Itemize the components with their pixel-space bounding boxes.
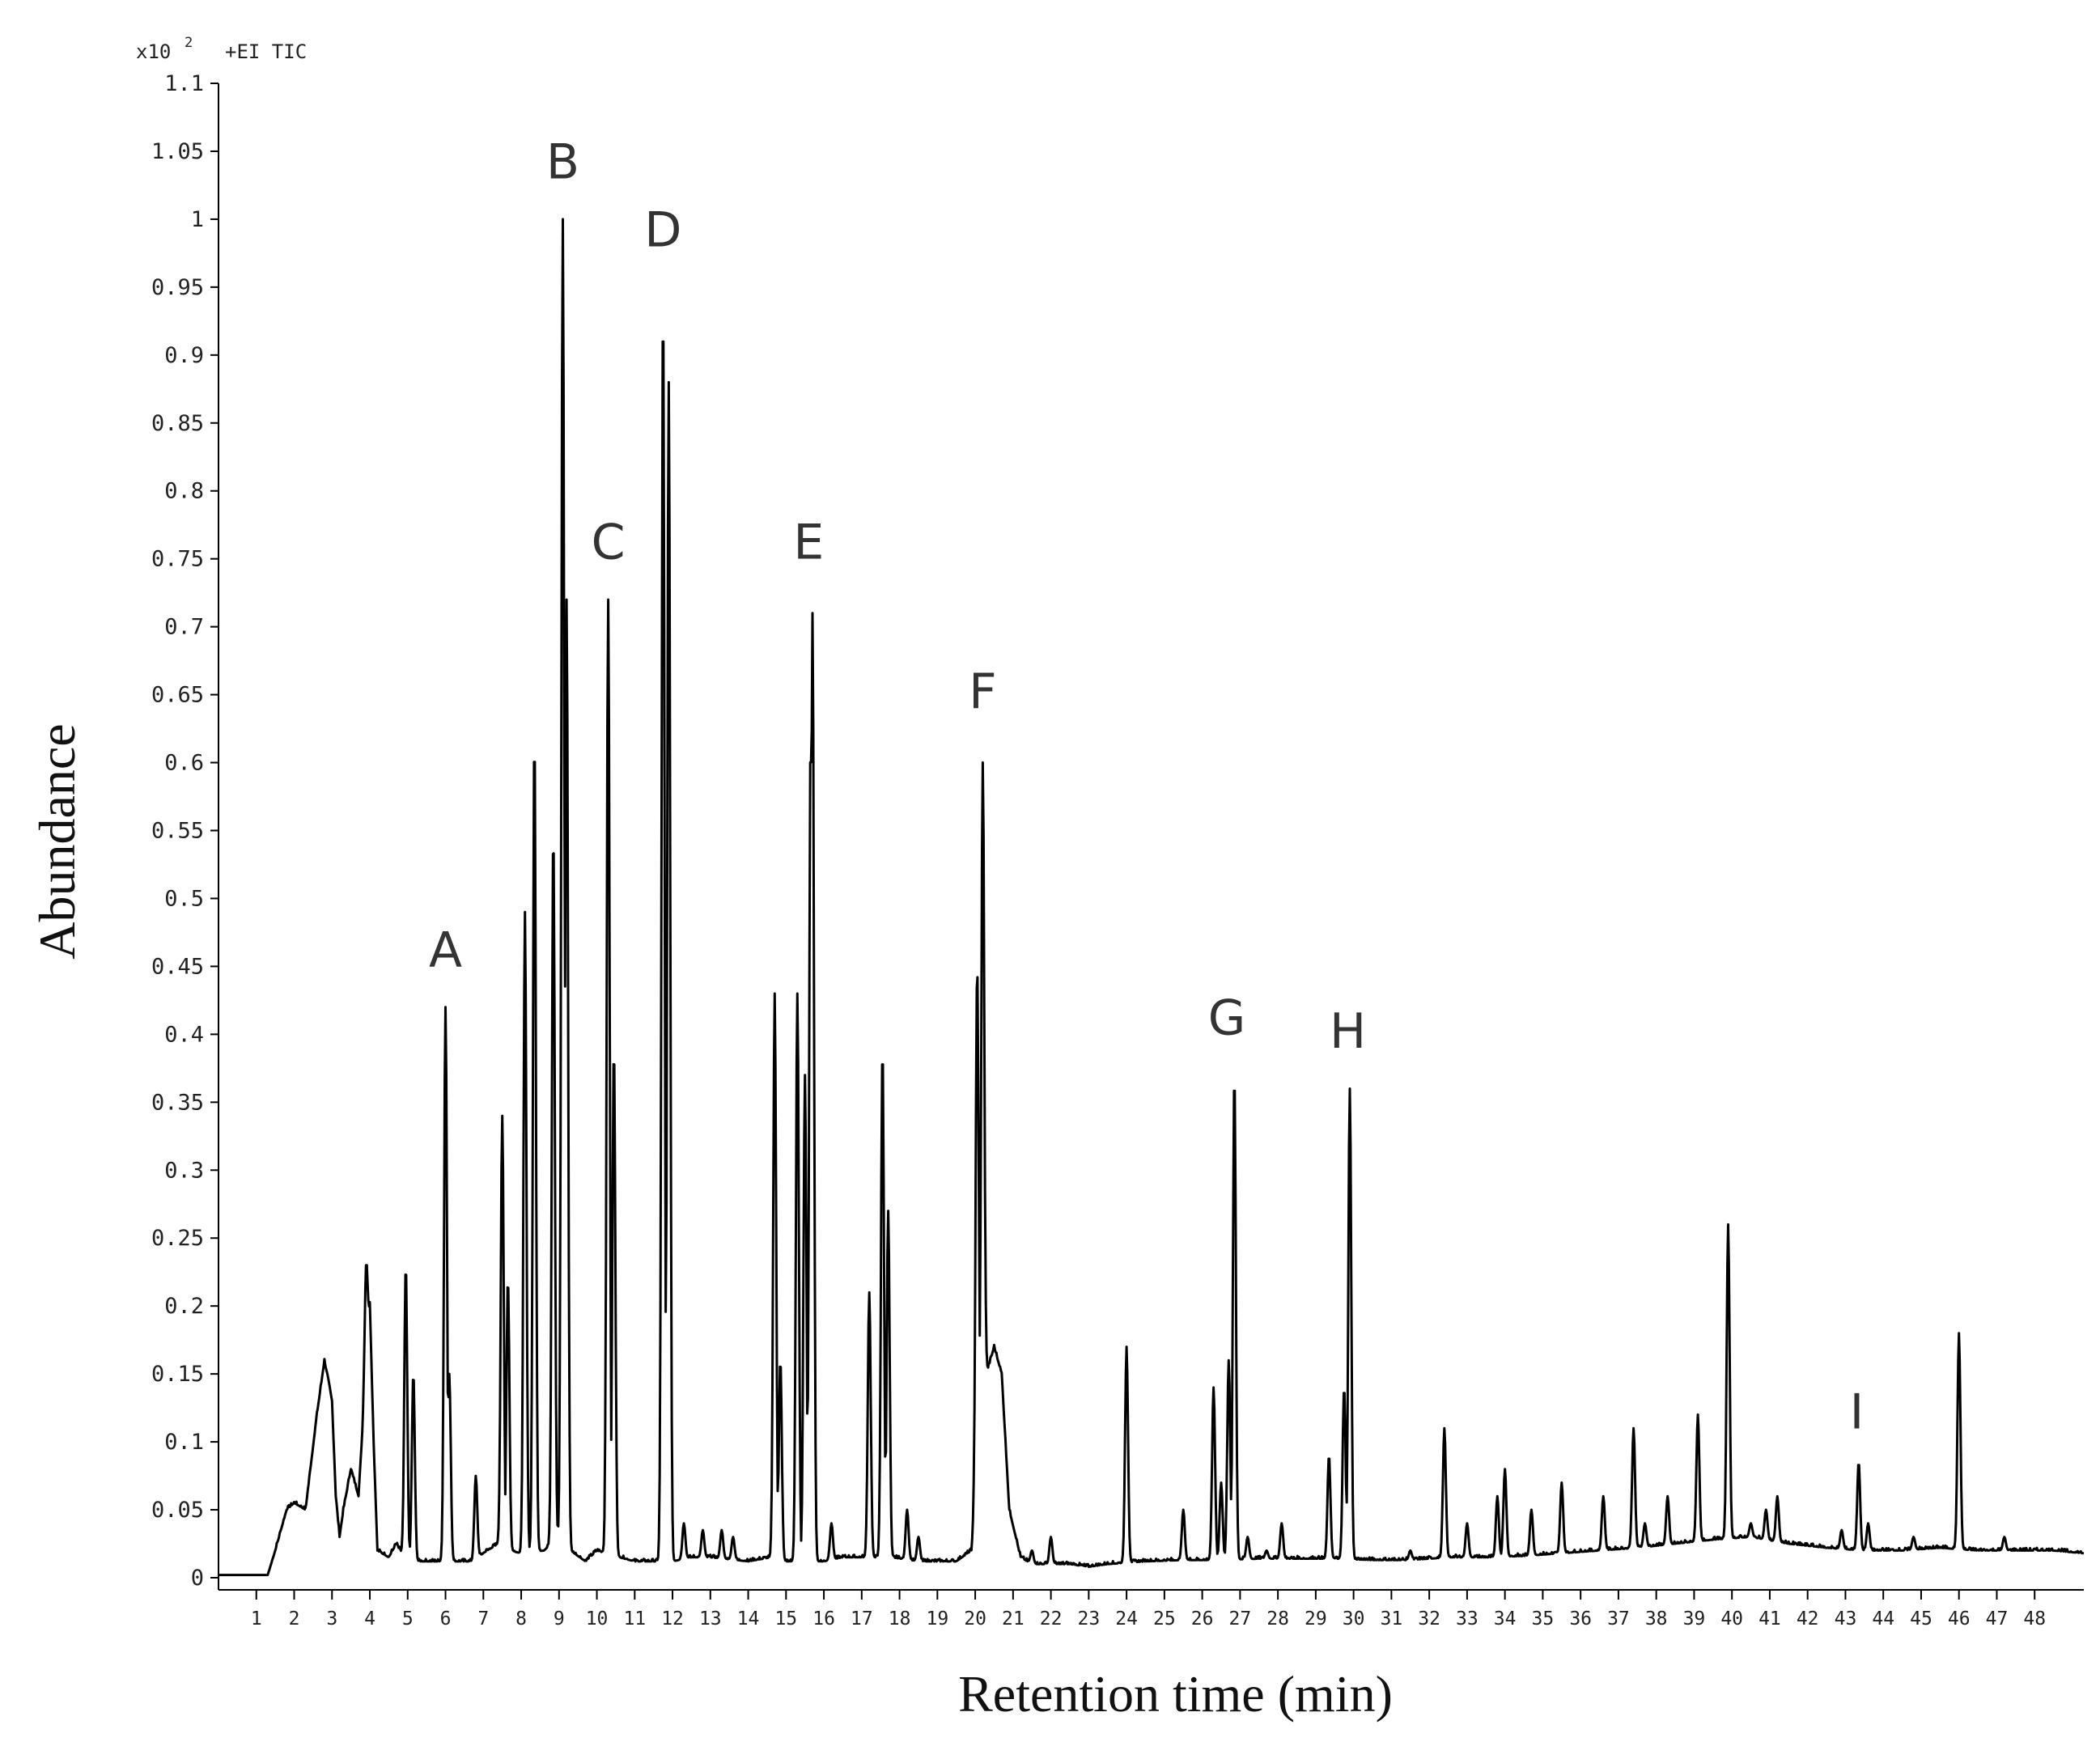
- x-tick-label: 7: [477, 1608, 489, 1630]
- x-tick-label: 16: [812, 1608, 835, 1630]
- y-tick-label: 0.05: [151, 1498, 204, 1523]
- y-tick-label: 0.65: [151, 683, 204, 708]
- x-tick-label: 9: [554, 1608, 565, 1630]
- x-tick-label: 36: [1569, 1608, 1592, 1630]
- peak-label-A: A: [429, 922, 462, 978]
- peak-label-I: I: [1850, 1384, 1865, 1440]
- x-tick-label: 5: [402, 1608, 414, 1630]
- peak-label-F: F: [969, 663, 997, 720]
- x-tick-label: 27: [1229, 1608, 1252, 1630]
- scale-exponent-label: 2: [185, 35, 193, 51]
- x-tick-label: 47: [1986, 1608, 2009, 1630]
- x-tick-label: 17: [851, 1608, 873, 1630]
- tic-trace: [218, 218, 2085, 1577]
- x-tick-label: 44: [1872, 1608, 1894, 1630]
- y-tick-label: 0.4: [164, 1022, 204, 1047]
- x-tick-label: 15: [774, 1608, 797, 1630]
- x-axis-ticks: 1 2 3 4 5 6 7 8 9 10 11 12 13 14 15 16 17 18 19 20 21 22 23 24 2…: [251, 1590, 2046, 1630]
- y-tick-label: 0.6: [164, 751, 204, 776]
- peak-label-C: C: [592, 515, 626, 571]
- x-tick-label: 8: [515, 1608, 527, 1630]
- x-tick-label: 26: [1191, 1608, 1214, 1630]
- y-tick-label: 0.75: [151, 547, 204, 572]
- x-tick-label: 22: [1040, 1608, 1063, 1630]
- x-tick-label: 35: [1532, 1608, 1555, 1630]
- peak-label-G: G: [1208, 990, 1246, 1046]
- x-tick-label: 18: [889, 1608, 911, 1630]
- x-tick-label: 20: [964, 1608, 986, 1630]
- x-tick-label: 43: [1835, 1608, 1857, 1630]
- x-tick-label: 30: [1343, 1608, 1365, 1630]
- x-tick-label: 34: [1494, 1608, 1517, 1630]
- x-tick-label: 46: [1948, 1608, 1971, 1630]
- x-tick-label: 39: [1683, 1608, 1706, 1630]
- x-tick-label: 11: [623, 1608, 646, 1630]
- x-tick-label: 33: [1456, 1608, 1478, 1630]
- y-tick-label: 0.7: [164, 615, 204, 640]
- scale-base-label: x10: [136, 40, 171, 63]
- x-tick-label: 21: [1002, 1608, 1025, 1630]
- y-tick-label: 0.5: [164, 886, 204, 911]
- chart-title: +EI TIC: [225, 40, 307, 63]
- y-tick-label: 1.05: [151, 139, 204, 164]
- x-tick-label: 37: [1607, 1608, 1630, 1630]
- axis-titles: Retention time (min) Abundance x10 2 +EI TIC: [28, 35, 1393, 1723]
- y-tick-label: 0.35: [151, 1090, 204, 1115]
- y-tick-label: 0: [191, 1566, 204, 1591]
- y-tick-label: 0.15: [151, 1362, 204, 1387]
- y-tick-label: 0.85: [151, 411, 204, 436]
- x-tick-label: 6: [440, 1608, 452, 1630]
- x-tick-label: 38: [1645, 1608, 1668, 1630]
- axes: [218, 83, 2084, 1591]
- x-tick-label: 25: [1153, 1608, 1176, 1630]
- x-tick-label: 23: [1078, 1608, 1101, 1630]
- y-axis-ticks: 0 0.05 0.1 0.15 0.2 0.25 0.3 0.35 0.4 0.45 0.5 0.55…: [151, 71, 218, 1591]
- peak-label-B: B: [546, 134, 579, 191]
- x-tick-label: 10: [586, 1608, 609, 1630]
- x-tick-label: 32: [1418, 1608, 1440, 1630]
- y-tick-label: 0.45: [151, 954, 204, 979]
- peak-label-E: E: [793, 515, 824, 571]
- y-tick-label: 0.95: [151, 275, 204, 300]
- x-axis-title: Retention time (min): [958, 1665, 1393, 1723]
- peak-label-D: D: [644, 201, 681, 258]
- x-tick-label: 24: [1115, 1608, 1138, 1630]
- tic-line: [218, 218, 2085, 1577]
- x-tick-label: 40: [1720, 1608, 1743, 1630]
- y-tick-label: 0.2: [164, 1294, 204, 1319]
- x-tick-label: 12: [661, 1608, 684, 1630]
- y-tick-label: 0.55: [151, 819, 204, 844]
- x-tick-label: 19: [926, 1608, 948, 1630]
- x-tick-label: 1: [251, 1608, 262, 1630]
- y-tick-label: 0.25: [151, 1226, 204, 1251]
- x-tick-label: 42: [1797, 1608, 1819, 1630]
- y-tick-label: 0.3: [164, 1158, 204, 1183]
- y-axis-title: Abundance: [28, 723, 86, 959]
- x-tick-label: 2: [289, 1608, 300, 1630]
- y-tick-label: 0.8: [164, 479, 204, 504]
- x-tick-label: 3: [326, 1608, 337, 1630]
- y-tick-label: 0.1: [164, 1430, 204, 1455]
- y-tick-label: 1.1: [164, 71, 204, 96]
- x-tick-label: 14: [737, 1608, 760, 1630]
- peak-labels: A B C D E F G H I: [429, 134, 1864, 1441]
- x-tick-label: 45: [1910, 1608, 1932, 1630]
- peak-label-H: H: [1330, 1003, 1366, 1060]
- x-tick-label: 31: [1381, 1608, 1403, 1630]
- y-tick-label: 0.9: [164, 343, 204, 368]
- x-tick-label: 48: [2023, 1608, 2046, 1630]
- y-tick-label: 1: [191, 207, 204, 232]
- x-tick-label: 4: [364, 1608, 375, 1630]
- x-tick-label: 28: [1266, 1608, 1289, 1630]
- x-tick-label: 13: [699, 1608, 722, 1630]
- x-tick-label: 41: [1758, 1608, 1781, 1630]
- x-tick-label: 29: [1305, 1608, 1327, 1630]
